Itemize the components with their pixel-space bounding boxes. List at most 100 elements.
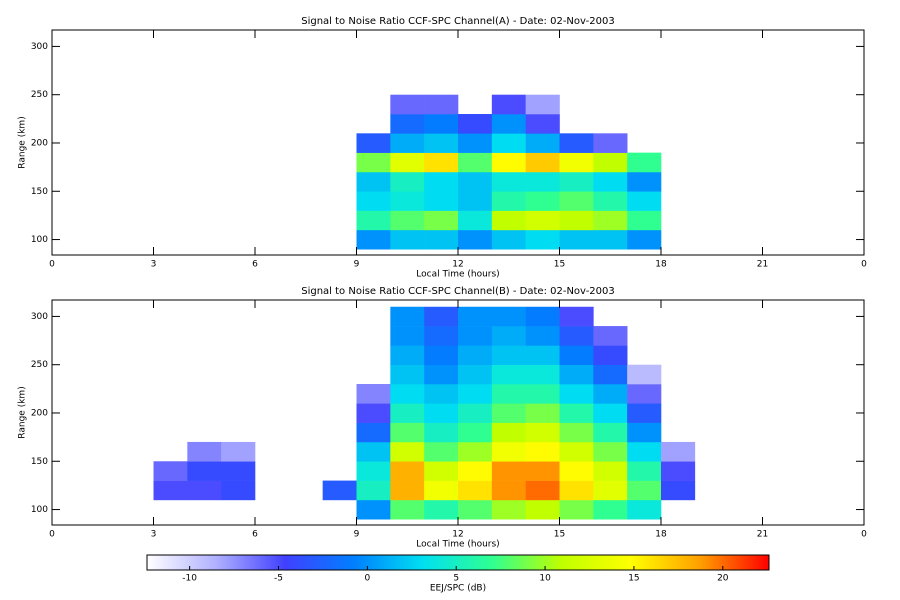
cell (424, 171, 459, 192)
x-tick-label: 0 (49, 530, 55, 540)
cell (356, 171, 391, 192)
cell (593, 480, 628, 501)
cell (491, 229, 526, 250)
cell (559, 210, 594, 231)
cell (458, 191, 493, 211)
cell (458, 152, 493, 173)
cell (356, 210, 391, 231)
cell (424, 210, 459, 231)
cell (525, 152, 560, 173)
cell (424, 345, 459, 365)
cell (424, 422, 459, 443)
cell (593, 422, 628, 443)
cell (390, 422, 425, 443)
cell (491, 152, 526, 173)
colorbar-tick-label: -5 (274, 574, 283, 584)
cell (593, 191, 628, 211)
cell (593, 403, 628, 423)
cells (356, 94, 662, 250)
cell (458, 480, 493, 501)
cell (525, 191, 560, 211)
cell (525, 345, 560, 365)
cell (424, 191, 459, 211)
cell (627, 152, 662, 173)
cell (221, 461, 256, 481)
cell (491, 171, 526, 192)
cell (525, 133, 560, 153)
cell (525, 480, 560, 501)
x-tick-label: 3 (151, 260, 157, 270)
x-tick-label: 12 (452, 260, 463, 270)
cell (322, 480, 357, 501)
cell (356, 441, 391, 462)
cell (390, 499, 425, 520)
cell (424, 403, 459, 423)
cell (424, 364, 459, 385)
cell (627, 403, 662, 423)
cell (221, 441, 256, 462)
cell (356, 403, 391, 423)
cell (491, 461, 526, 481)
cell (390, 306, 425, 327)
x-tick-label: 18 (655, 530, 667, 540)
cell (458, 326, 493, 346)
cell (593, 152, 628, 173)
cell (187, 480, 222, 501)
cell (390, 384, 425, 404)
cell (458, 229, 493, 250)
chart-title: Signal to Noise Ratio CCF-SPC Channel(A)… (301, 16, 615, 27)
cell (525, 422, 560, 443)
cell (559, 384, 594, 404)
cell (559, 171, 594, 192)
cell (153, 480, 188, 501)
y-tick-label: 250 (31, 90, 48, 100)
cell (559, 326, 594, 346)
cell (424, 326, 459, 346)
cell (390, 210, 425, 231)
cell (424, 152, 459, 173)
x-axis-label: Local Time (hours) (416, 540, 499, 550)
cell (491, 306, 526, 327)
cell (458, 403, 493, 423)
cell (356, 480, 391, 501)
cell (390, 229, 425, 250)
cell (491, 326, 526, 346)
x-tick-label: 18 (655, 260, 667, 270)
x-tick-label: 6 (252, 260, 258, 270)
y-axis-label: Range (km) (18, 116, 28, 168)
x-tick-label: 15 (554, 530, 565, 540)
cell (424, 480, 459, 501)
cell (593, 499, 628, 520)
cell (491, 210, 526, 231)
cells (153, 306, 696, 520)
cell (627, 229, 662, 250)
colorbar-tick-label: 20 (717, 574, 729, 584)
cell (593, 461, 628, 481)
x-tick-label: 21 (757, 530, 768, 540)
cell (356, 499, 391, 520)
cell (661, 441, 696, 462)
y-tick-label: 300 (31, 42, 48, 52)
cell (525, 114, 560, 134)
cell (390, 191, 425, 211)
cell (491, 403, 526, 423)
cell (424, 306, 459, 327)
x-tick-label: 0 (49, 260, 55, 270)
cell (627, 191, 662, 211)
cell (458, 171, 493, 192)
cell (491, 94, 526, 115)
cell (187, 461, 222, 481)
cell (593, 364, 628, 385)
cell (593, 210, 628, 231)
x-tick-label: 3 (151, 530, 157, 540)
cell (390, 94, 425, 115)
cell (356, 152, 391, 173)
y-tick-label: 100 (31, 235, 48, 245)
cell (390, 403, 425, 423)
y-tick-label: 200 (31, 138, 48, 148)
cell (559, 480, 594, 501)
cell (424, 229, 459, 250)
cell (390, 441, 425, 462)
cell (390, 480, 425, 501)
cell (458, 306, 493, 327)
